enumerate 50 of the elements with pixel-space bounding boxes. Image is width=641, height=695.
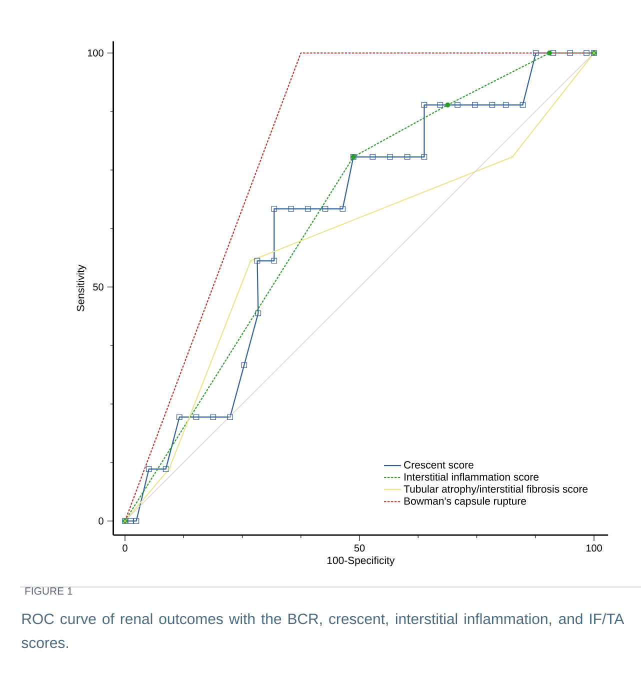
- point: [520, 102, 526, 108]
- point: [489, 102, 496, 108]
- point: [227, 414, 233, 420]
- point: [305, 206, 311, 212]
- point: [241, 362, 248, 368]
- caption: FIGURE 1: [25, 587, 72, 595]
- point: [472, 102, 478, 108]
- x-tick-label: 100: [586, 544, 602, 552]
- point: [128, 518, 134, 524]
- point: [322, 206, 328, 212]
- text: ROC curve of renal outcomes with the BCR, crescent, interstitial inflammation, and IF/TA scores.: [22, 613, 624, 648]
- y-tick-label: 50: [93, 283, 104, 291]
- point: [421, 102, 428, 108]
- point: [255, 310, 262, 316]
- point: [167, 467, 171, 471]
- point: [567, 50, 573, 56]
- y-axis-title: Sensitivity: [76, 264, 86, 312]
- point: [288, 206, 294, 212]
- point: [210, 414, 216, 420]
- point: [133, 518, 140, 524]
- y-tick-label: 100: [88, 49, 104, 57]
- point: [546, 50, 552, 56]
- point: [370, 154, 376, 160]
- point: [271, 258, 278, 264]
- legend-label: Bowman's capsule rupture: [404, 497, 526, 507]
- point: [162, 466, 169, 472]
- point: [502, 102, 509, 108]
- point: [550, 50, 556, 56]
- y-tick-label: 0: [98, 517, 104, 525]
- legend-label: Tubular atrophy/interstitial fibrosis score: [404, 485, 588, 495]
- point: [387, 154, 393, 160]
- point: [193, 414, 200, 420]
- point: [437, 102, 444, 108]
- x-tick-label: 0: [122, 544, 128, 552]
- legend-label: Interstitial inflammation score: [404, 472, 539, 481]
- point: [421, 154, 428, 160]
- legend-label: Crescent score: [404, 461, 474, 469]
- point: [340, 206, 346, 212]
- point: [445, 102, 450, 108]
- point: [254, 258, 260, 264]
- x-axis-title: 100-Specificity: [327, 556, 395, 566]
- point: [176, 414, 182, 420]
- point: [532, 50, 539, 56]
- x-tick-label: 50: [354, 544, 365, 552]
- point: [404, 154, 410, 160]
- point: [454, 102, 460, 108]
- point: [584, 50, 590, 56]
- point: [146, 466, 152, 472]
- point: [248, 258, 253, 263]
- point: [271, 206, 278, 212]
